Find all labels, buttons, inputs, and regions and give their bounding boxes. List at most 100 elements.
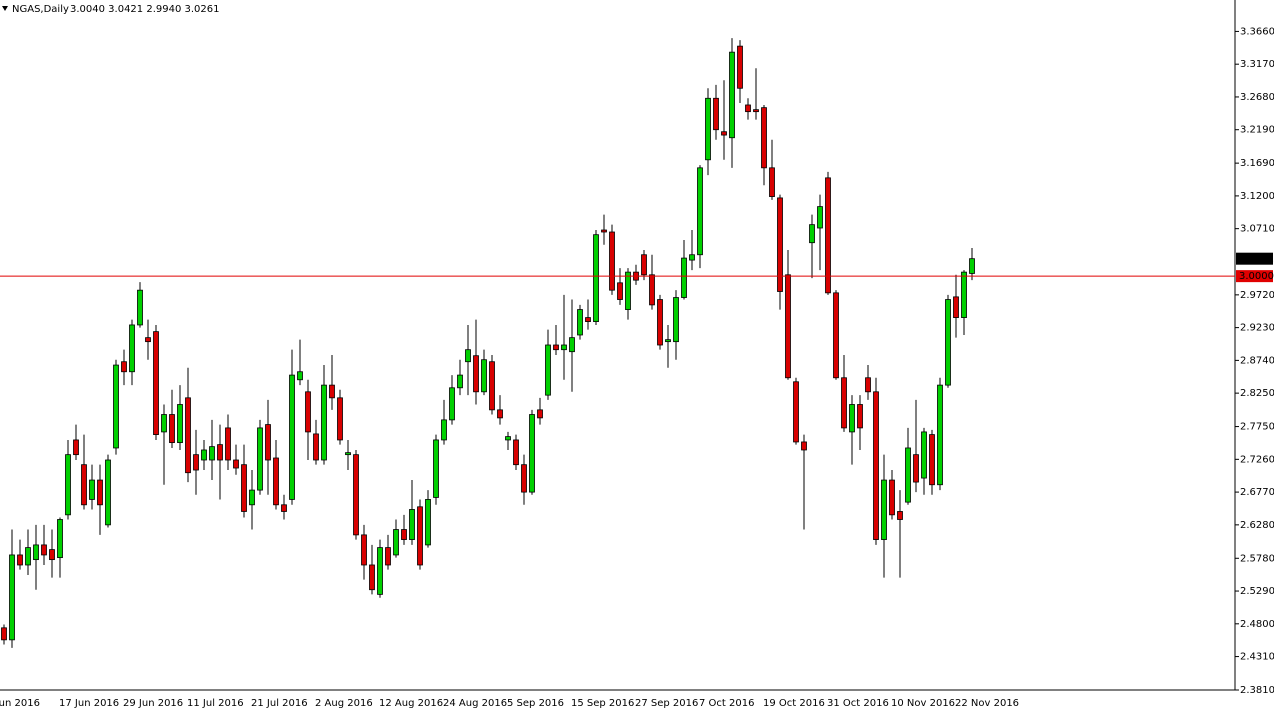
candle-body [489,361,495,411]
candle-body [433,439,439,498]
candle-body [545,344,551,396]
x-tick-label: 11 Jul 2016 [187,698,244,709]
candle-body [769,167,775,197]
y-tick-label: 2.7750 [1240,422,1274,433]
y-tick-label: 3.3660 [1240,26,1274,37]
candle-body [609,231,615,291]
candle-body [857,404,863,429]
last-price-box [1236,252,1273,265]
last-price-label: 3.0261 [1239,254,1274,265]
candle-body [193,454,199,471]
candle-body [169,414,175,444]
candle-body [593,234,599,322]
candle-body [345,452,351,456]
candle-body [937,384,943,486]
candle-body [785,274,791,379]
y-tick-label: 2.7260 [1240,454,1274,465]
candle-body [561,344,567,351]
y-tick-label: 2.4800 [1240,619,1274,630]
candle-body [705,97,711,161]
candle-body [449,387,455,421]
candle-body [233,459,239,469]
chart-quote: 3.0040 3.0421 2.9940 3.0261 [70,4,220,15]
y-tick-label: 2.6770 [1240,487,1274,498]
candle-body [129,324,135,373]
x-tick-label: 19 Oct 2016 [763,698,825,709]
candle-body [689,254,695,261]
candle-body [417,506,423,566]
candle-body [57,519,63,559]
candle-body [497,409,503,419]
x-tick-label: 31 Oct 2016 [827,698,889,709]
candle-body [297,371,303,381]
x-tick-label: 29 Jun 2016 [123,698,183,709]
price-line-box [1236,270,1273,283]
candle-body [441,419,447,441]
candle-body [361,534,367,566]
candle-body [33,544,39,561]
candle-body [273,457,279,506]
candle-body [9,554,15,641]
y-tick-label: 2.8250 [1240,388,1274,399]
candle-body [201,449,207,461]
candle-body [713,97,719,131]
candle-body [641,254,647,276]
y-tick-label: 3.2680 [1240,92,1274,103]
y-tick-label: 2.6280 [1240,520,1274,531]
x-tick-label: 10 Nov 2016 [891,698,955,709]
y-tick-label: 2.9230 [1240,323,1274,334]
y-tick-label: 2.5780 [1240,553,1274,564]
x-tick-label: 17 Jun 2016 [59,698,119,709]
y-tick-label: 2.3810 [1240,685,1274,696]
candle-body [673,297,679,343]
candle-body [513,439,519,466]
candle-body [505,436,511,441]
candle-body [1,627,7,641]
candle-body [353,454,359,536]
candle-body [881,479,887,540]
price-line-label: 3.0000 [1239,271,1274,282]
candle-body [49,549,55,561]
candle-body [89,479,95,500]
candle-body [473,355,479,393]
candle-body [953,296,959,318]
candle-body [825,177,831,294]
candle-body [809,224,815,244]
x-tick-label: Jun 2016 [0,698,40,709]
candle-body [265,424,271,461]
candle-body [73,439,79,456]
y-tick-label: 3.1200 [1240,191,1274,202]
candle-body [889,479,895,516]
candle-body [721,131,727,136]
candle-body [929,434,935,486]
candle-body [617,282,623,300]
y-tick-label: 3.3170 [1240,59,1274,70]
candle-body [849,404,855,433]
menu-arrow [2,6,8,11]
candle-body [753,109,759,113]
candle-body [657,299,663,346]
candle-body [465,349,471,363]
candle-body [321,384,327,461]
candle-body [761,107,767,169]
candle-body [385,547,391,566]
candle-body [409,509,415,540]
candle-body [945,299,951,386]
candle-body [393,529,399,556]
candle-body [697,167,703,256]
y-tick-label: 3.1690 [1240,158,1274,169]
candle-body [105,459,111,526]
candle-body [457,374,463,389]
candle-body [529,414,535,493]
x-tick-label: 24 Aug 2016 [443,698,507,709]
candle-body [905,447,911,503]
candle-body [97,479,103,506]
candle-body [649,274,655,306]
candle-body [217,444,223,461]
y-tick-label: 2.4310 [1240,652,1274,663]
candle-body [369,564,375,591]
candle-body [601,229,607,233]
x-tick-label: 22 Nov 2016 [955,698,1019,709]
candle-body [257,427,263,491]
